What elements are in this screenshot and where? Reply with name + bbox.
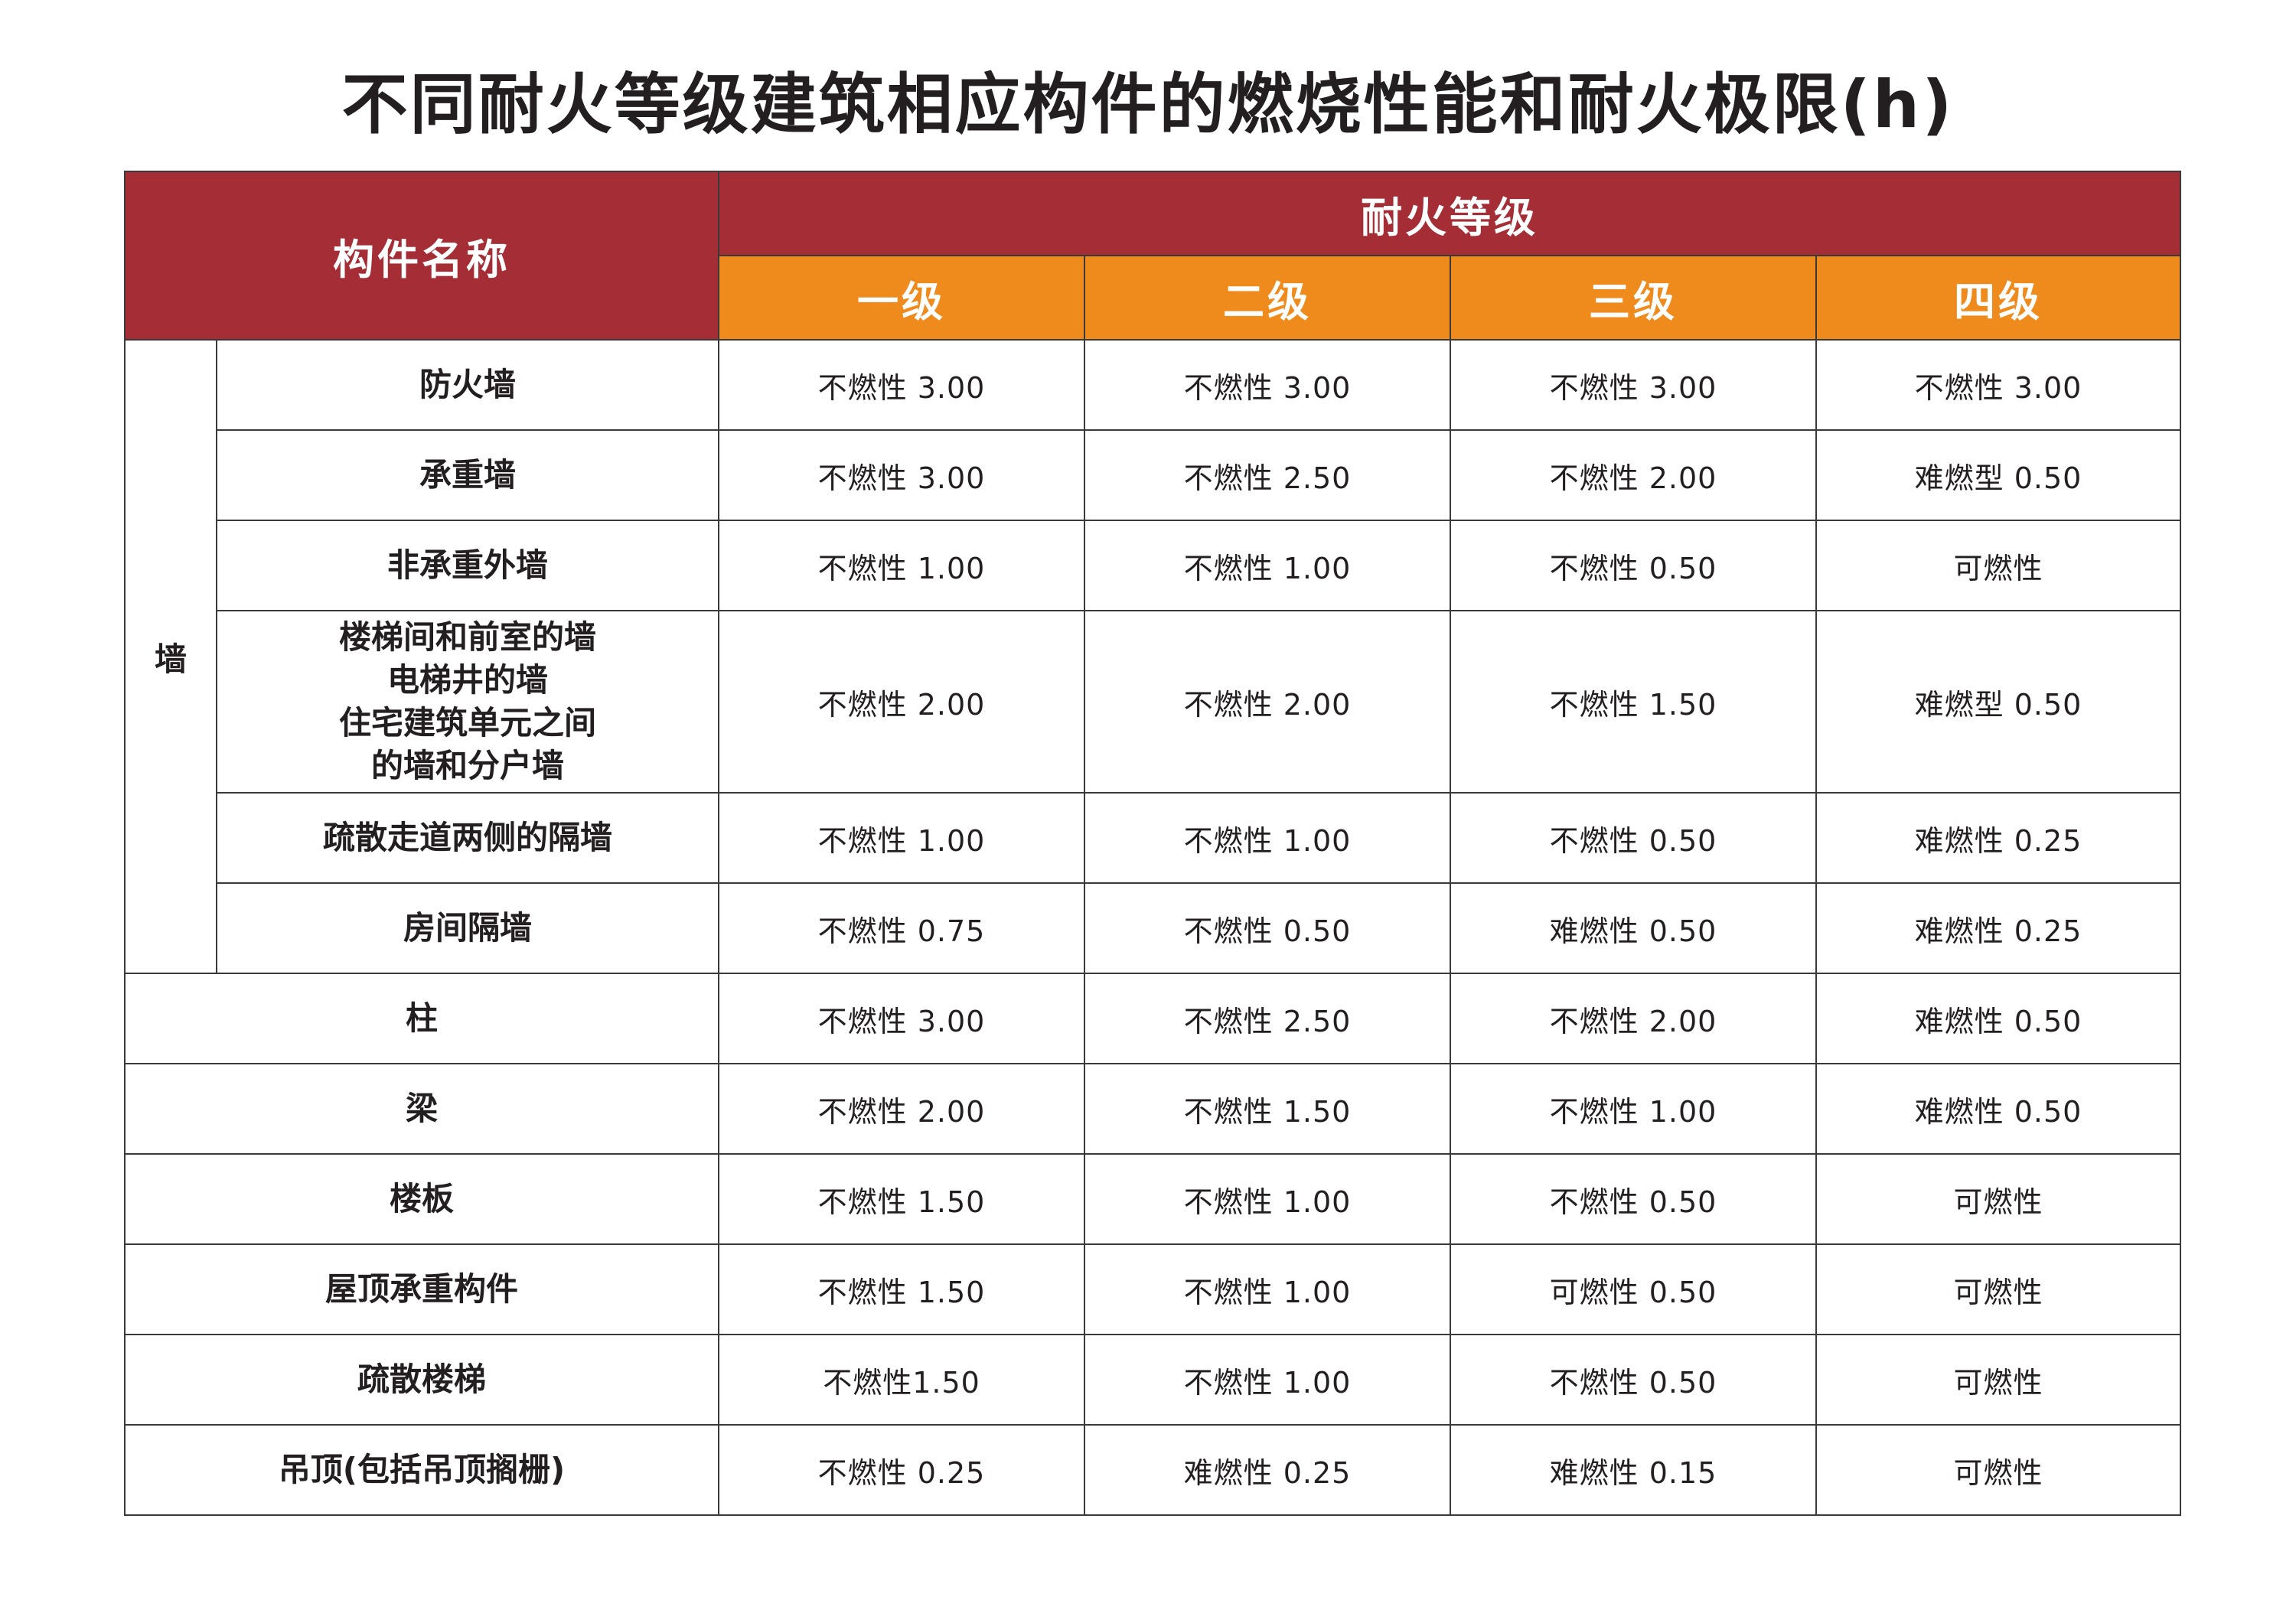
table-cell: 难燃性 0.25	[1084, 1424, 1451, 1516]
table-cell: 难燃性 0.15	[1450, 1424, 1817, 1516]
table-cell: 不燃性 0.75	[718, 882, 1085, 974]
table-row: 疏散楼梯 不燃性1.50 不燃性 1.00 不燃性 0.50 可燃性	[124, 1334, 2181, 1426]
table-cell: 不燃性 1.50	[1450, 610, 1817, 794]
table-row: 疏散走道两侧的隔墙 不燃性 1.00 不燃性 1.00 不燃性 0.50 难燃性…	[125, 792, 2181, 884]
table-cell: 难燃型 0.50	[1815, 610, 2181, 794]
table-cell: 难燃性 0.25	[1815, 792, 2181, 884]
table-cell: 不燃性 2.00	[1450, 429, 1817, 521]
fire-rating-table: 构件名称 耐火等级 一级 二级 三级 四级 墙 防火墙 不燃性 3.00 不燃性…	[124, 171, 2181, 1516]
table-cell: 不燃性 0.50	[1450, 792, 1817, 884]
table-cell: 不燃性 0.50	[1450, 520, 1817, 611]
table-row: 吊顶(包括吊顶搁栅) 不燃性 0.25 难燃性 0.25 难燃性 0.15 可燃…	[124, 1424, 2181, 1516]
row-name: 疏散走道两侧的隔墙	[216, 792, 719, 884]
row-name: 防火墙	[216, 339, 719, 431]
table-row: 梁 不燃性 2.00 不燃性 1.50 不燃性 1.00 难燃性 0.50	[124, 1063, 2181, 1155]
header-level-4: 四级	[1815, 255, 2181, 341]
table-cell: 不燃性 2.00	[718, 1063, 1085, 1155]
table-cell: 不燃性 1.00	[718, 792, 1085, 884]
table-cell: 不燃性 2.00	[718, 610, 1085, 794]
table-cell: 不燃性 1.00	[1450, 1063, 1817, 1155]
row-name: 楼梯间和前室的墙 电梯井的墙 住宅建筑单元之间 的墙和分户墙	[216, 610, 719, 794]
row-name: 非承重外墙	[216, 520, 719, 611]
row-name: 承重墙	[216, 429, 719, 521]
table-row: 墙 防火墙 不燃性 3.00 不燃性 3.00 不燃性 3.00 不燃性 3.0…	[124, 339, 2181, 974]
table-cell: 可燃性	[1815, 1424, 2181, 1516]
table-row: 非承重外墙 不燃性 1.00 不燃性 1.00 不燃性 0.50 可燃性	[125, 520, 2181, 611]
row-name: 疏散楼梯	[124, 1334, 719, 1426]
table-cell: 不燃性 3.00	[1084, 339, 1451, 431]
table-cell: 不燃性 1.50	[718, 1153, 1085, 1245]
header-level-1: 一级	[718, 255, 1085, 341]
table-cell: 不燃性 1.50	[718, 1243, 1085, 1335]
table-cell: 不燃性 2.00	[1450, 973, 1817, 1064]
table-cell: 不燃性 0.50	[1084, 882, 1451, 974]
row-name: 房间隔墙	[216, 882, 719, 974]
wall-group-label: 墙	[124, 339, 217, 974]
table-cell: 难燃性 0.25	[1815, 882, 2181, 974]
table-cell: 不燃性 2.00	[1084, 610, 1451, 794]
row-name: 楼板	[124, 1153, 719, 1245]
table-cell: 不燃性 2.50	[1084, 973, 1451, 1064]
table-cell: 不燃性 1.00	[1084, 520, 1451, 611]
table-cell: 不燃性 0.50	[1450, 1334, 1817, 1426]
table-cell: 不燃性 0.50	[1450, 1153, 1817, 1245]
table-cell: 不燃性 1.00	[1084, 792, 1451, 884]
table-cell: 不燃性 3.00	[1815, 339, 2181, 431]
table-cell: 不燃性 3.00	[718, 429, 1085, 521]
row-name: 柱	[124, 973, 719, 1064]
header-level-3: 三级	[1450, 255, 1817, 341]
row-name-line: 住宅建筑单元之间	[338, 704, 596, 741]
table-row: 楼板 不燃性 1.50 不燃性 1.00 不燃性 0.50 可燃性	[124, 1153, 2181, 1245]
row-name-line: 电梯井的墙	[386, 661, 548, 699]
row-name: 屋顶承重构件	[124, 1243, 719, 1335]
table-cell: 不燃性 1.50	[1084, 1063, 1451, 1155]
row-name: 梁	[124, 1063, 719, 1155]
table-cell: 难燃性 0.50	[1815, 1063, 2181, 1155]
table-cell: 不燃性 1.00	[1084, 1334, 1451, 1426]
table-cell: 不燃性1.50	[718, 1334, 1085, 1426]
table-cell: 不燃性 1.00	[718, 520, 1085, 611]
table-cell: 不燃性 2.50	[1084, 429, 1451, 521]
table-cell: 可燃性	[1815, 1243, 2181, 1335]
table-cell: 不燃性 3.00	[718, 973, 1085, 1064]
table-cell: 可燃性	[1815, 1153, 2181, 1245]
row-name: 吊顶(包括吊顶搁栅)	[124, 1424, 719, 1516]
page-title: 不同耐火等级建筑相应构件的燃烧性能和耐火极限(h)	[341, 67, 1955, 143]
table-cell: 难燃性 0.50	[1450, 882, 1817, 974]
table-cell: 可燃性 0.50	[1450, 1243, 1817, 1335]
row-name-line: 的墙和分户墙	[370, 747, 564, 784]
header-fire-rating: 耐火等级	[718, 171, 2181, 256]
table-cell: 不燃性 3.00	[1450, 339, 1817, 431]
table-cell: 不燃性 0.25	[718, 1424, 1085, 1516]
header-component-name: 构件名称	[124, 171, 719, 341]
table-row: 楼梯间和前室的墙 电梯井的墙 住宅建筑单元之间 的墙和分户墙 不燃性 2.00 …	[125, 610, 2181, 794]
table-row: 承重墙 不燃性 3.00 不燃性 2.50 不燃性 2.00 难燃型 0.50	[125, 429, 2181, 521]
table-cell: 不燃性 1.00	[1084, 1153, 1451, 1245]
header-level-2: 二级	[1084, 255, 1451, 341]
table-cell: 可燃性	[1815, 520, 2181, 611]
table-row: 屋顶承重构件 不燃性 1.50 不燃性 1.00 可燃性 0.50 可燃性	[124, 1243, 2181, 1335]
table-cell: 难燃性 0.50	[1815, 973, 2181, 1064]
table-cell: 不燃性 3.00	[718, 339, 1085, 431]
row-name-line: 楼梯间和前室的墙	[338, 618, 596, 656]
table-row: 柱 不燃性 3.00 不燃性 2.50 不燃性 2.00 难燃性 0.50	[124, 973, 2181, 1064]
table-cell: 难燃型 0.50	[1815, 429, 2181, 521]
table-cell: 可燃性	[1815, 1334, 2181, 1426]
table-row: 房间隔墙 不燃性 0.75 不燃性 0.50 难燃性 0.50 难燃性 0.25	[125, 882, 2181, 974]
table-cell: 不燃性 1.00	[1084, 1243, 1451, 1335]
